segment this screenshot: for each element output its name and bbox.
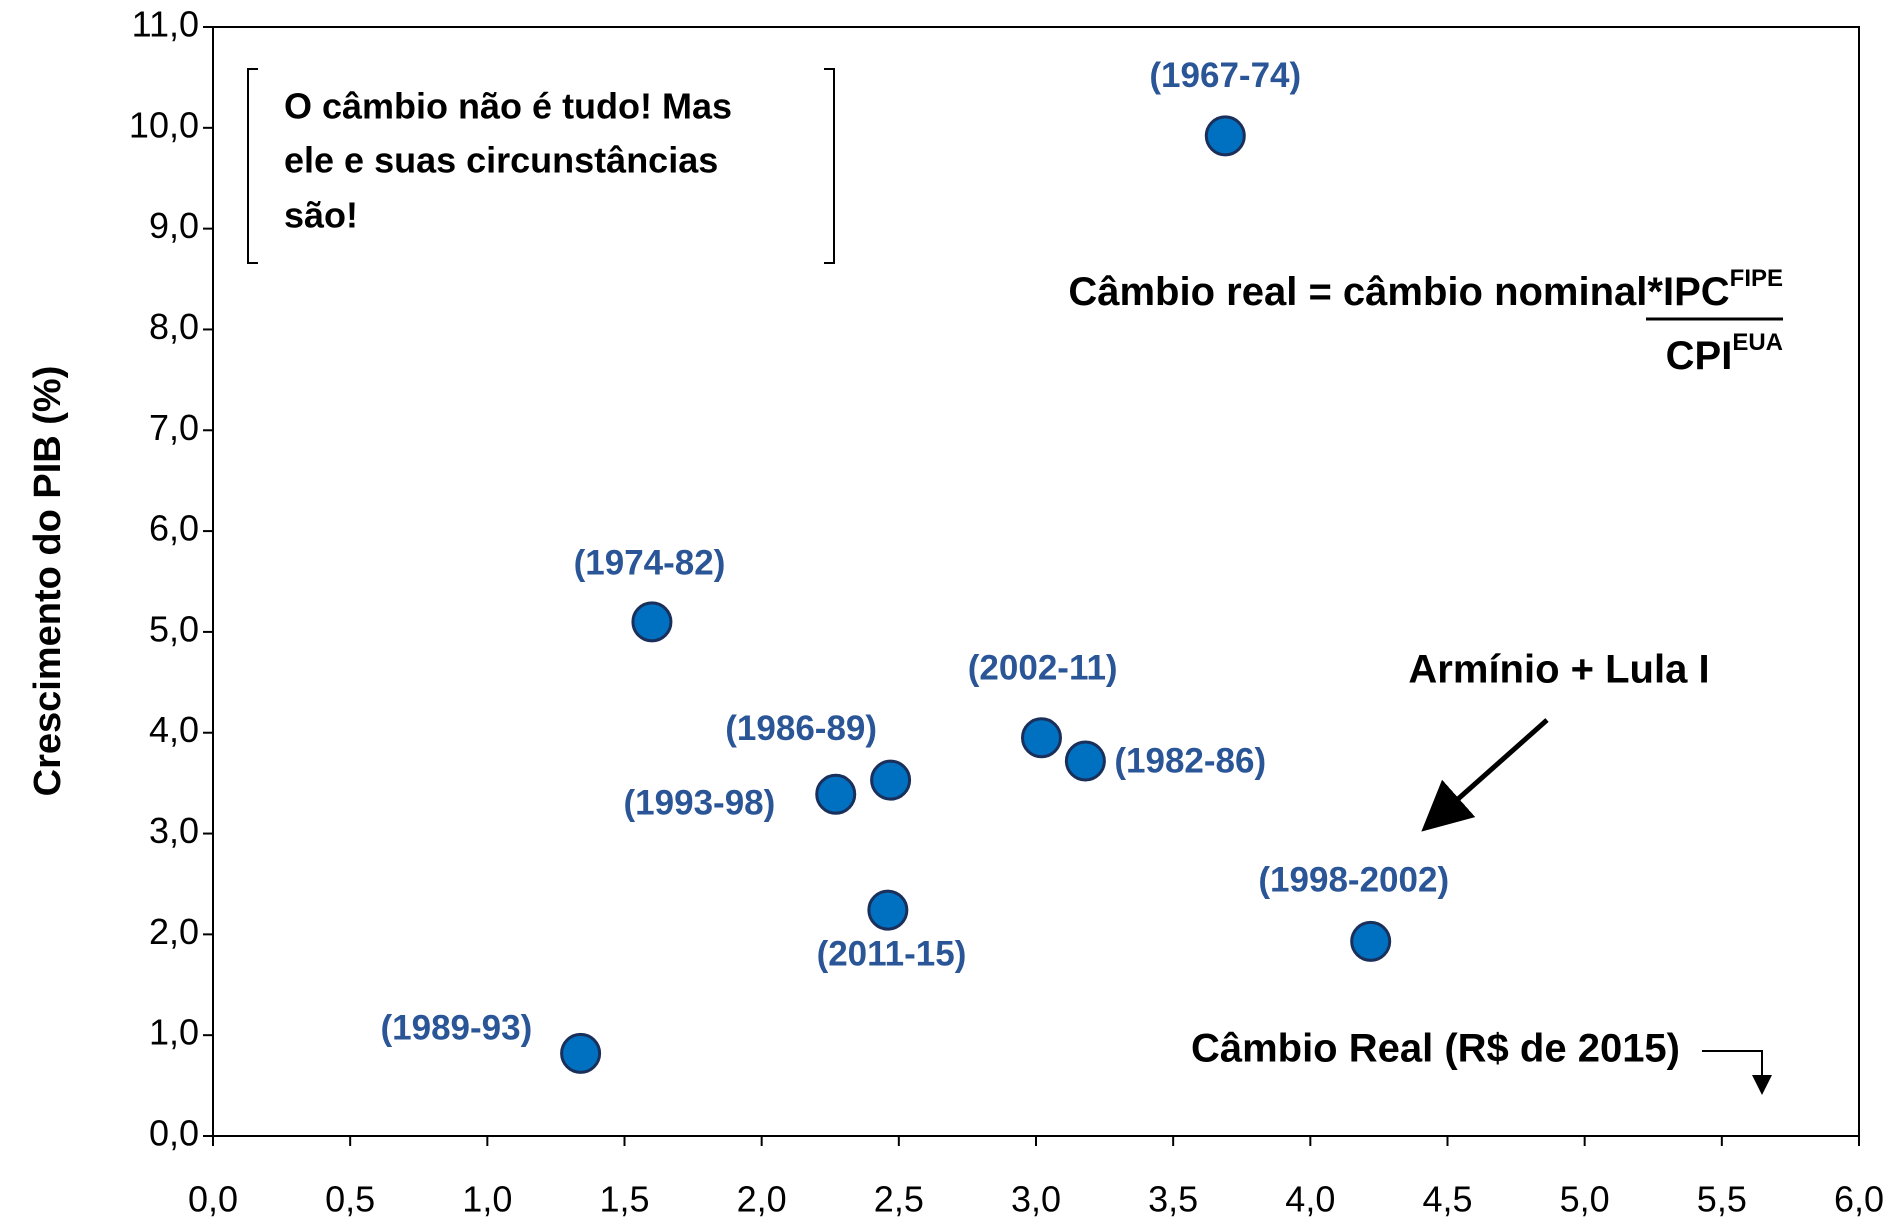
y-tick-label: 6,0 — [149, 508, 199, 549]
y-tick-label: 3,0 — [149, 810, 199, 851]
x-tick-label: 2,0 — [737, 1179, 787, 1220]
point — [867, 889, 909, 931]
point-label: (1989-93) — [381, 1009, 533, 1048]
y-tick-label: 11,0 — [132, 4, 199, 45]
note-bracket — [247, 68, 835, 264]
x-tick-label: 0,5 — [325, 1179, 375, 1220]
x-tick-label: 1,0 — [462, 1179, 512, 1220]
x-tick-label: 0,0 — [188, 1179, 238, 1220]
point-label: (1993-98) — [624, 783, 776, 822]
x-tick-label: 5,0 — [1560, 1179, 1610, 1220]
point-label: (2011-15) — [817, 934, 967, 973]
x-tick-label: 3,0 — [1011, 1179, 1061, 1220]
y-tick-label: 4,0 — [149, 709, 199, 750]
formula-den-main: CPI — [1666, 334, 1733, 378]
point — [631, 601, 673, 643]
y-axis-label: Crescimento do PIB (%) — [27, 366, 69, 797]
point-label: (2002-11) — [968, 648, 1118, 687]
formula: Câmbio real = câmbio nominal*IPCFIPE — [1068, 265, 1783, 313]
x-tick-label: 2,5 — [874, 1179, 924, 1220]
y-tick-label: 0,0 — [149, 1113, 199, 1154]
y-tick-label: 5,0 — [149, 608, 199, 649]
y-tick-label: 10,0 — [129, 104, 199, 145]
formula-den-sup: EUA — [1732, 329, 1783, 356]
x-tick-label: 4,5 — [1422, 1179, 1472, 1220]
x-tick-label: 1,5 — [599, 1179, 649, 1220]
note-line: ele e suas circunstâncias — [284, 140, 718, 181]
point — [1064, 740, 1106, 782]
x-note-arrow — [1702, 1050, 1772, 1095]
formula-lhs: Câmbio real = câmbio nominal* — [1068, 270, 1663, 314]
x-tick-label: 6,0 — [1834, 1179, 1884, 1220]
x-tick-label: 5,5 — [1697, 1179, 1747, 1220]
note-line: são! — [284, 195, 358, 236]
y-tick-label: 2,0 — [149, 911, 199, 952]
point — [815, 773, 857, 815]
point — [870, 759, 912, 801]
x-tick-label: 3,5 — [1148, 1179, 1198, 1220]
arrow-note: Armínio + Lula I — [1408, 648, 1709, 692]
point-label: (1986-89) — [725, 709, 877, 748]
formula-num: IPC — [1663, 270, 1730, 314]
point — [1020, 717, 1062, 759]
y-tick-label: 9,0 — [149, 205, 199, 246]
y-tick-label: 1,0 — [149, 1012, 199, 1053]
point — [560, 1032, 602, 1074]
note-line: O câmbio não é tudo! Mas — [284, 86, 732, 127]
x-tick-label: 4,0 — [1285, 1179, 1335, 1220]
formula-den: CPIEUA — [1666, 329, 1783, 377]
point-label: (1982-86) — [1114, 742, 1266, 781]
y-tick-label: 8,0 — [149, 306, 199, 347]
point — [1350, 920, 1392, 962]
x-note: Câmbio Real (R$ de 2015) — [1191, 1027, 1680, 1071]
point — [1204, 115, 1246, 157]
plot-frame — [212, 26, 1860, 1137]
point-label: (1998-2002) — [1258, 860, 1449, 899]
point-label: (1974-82) — [574, 543, 726, 582]
formula-num-sup: FIPE — [1730, 265, 1783, 292]
y-tick-label: 7,0 — [149, 407, 199, 448]
arrow — [1421, 718, 1549, 832]
point-label: (1967-74) — [1149, 56, 1301, 95]
